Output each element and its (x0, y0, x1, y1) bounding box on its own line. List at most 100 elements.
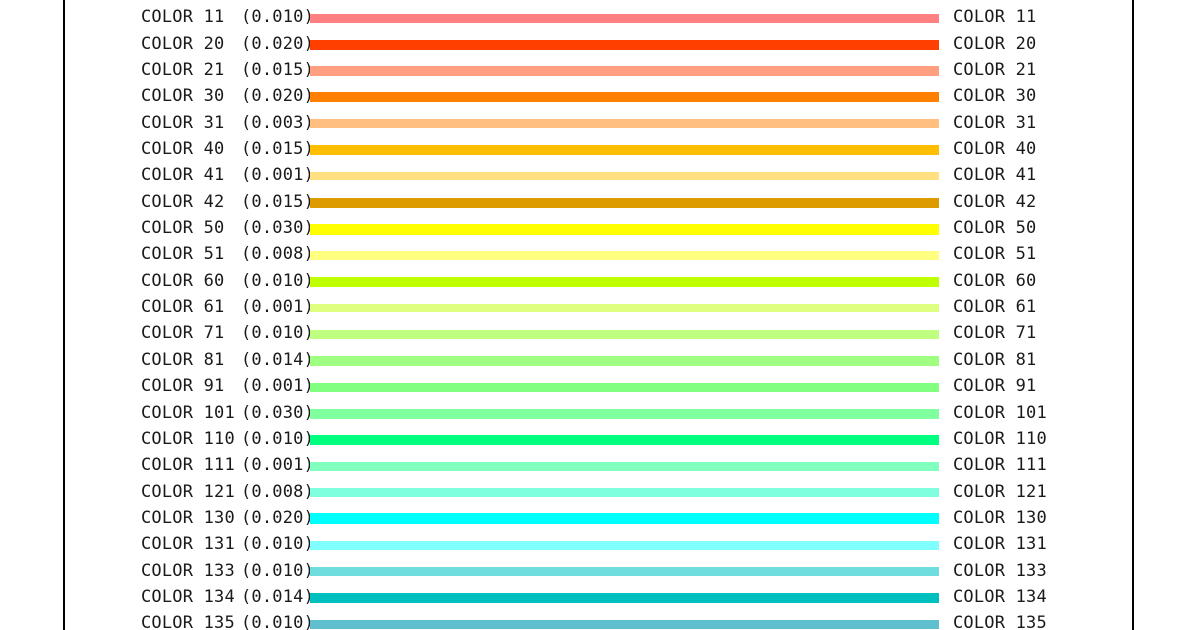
color-label-left: COLOR 134 (141, 586, 235, 607)
color-sample-line (310, 223, 939, 235)
color-sample-line (310, 592, 939, 603)
color-label-left: COLOR 133 (141, 560, 235, 581)
color-label-left: COLOR 135 (141, 613, 235, 630)
right-border-line (1132, 0, 1134, 630)
line-weight: (0.001) (241, 455, 315, 476)
color-row: COLOR 42 (0.015) COLOR 42 (0, 189, 1200, 215)
line-weight: (0.003) (241, 112, 315, 133)
color-label-left: COLOR 130 (141, 507, 235, 528)
left-border-line (63, 0, 65, 630)
line-weight: (0.008) (241, 481, 315, 502)
color-row: COLOR 50 (0.030) COLOR 50 (0, 215, 1200, 241)
color-label-left: COLOR 40 (141, 139, 225, 160)
color-sample-line (310, 567, 939, 577)
color-row: COLOR 61 (0.001) COLOR 61 (0, 294, 1200, 320)
line-weight: (0.020) (241, 33, 315, 54)
color-sample-line (310, 329, 939, 339)
color-row: COLOR 11 (0.010) COLOR 11 (0, 4, 1200, 30)
color-row: COLOR 130 (0.020) COLOR 130 (0, 505, 1200, 531)
color-label-left: COLOR 30 (141, 86, 225, 107)
color-row: COLOR 30 (0.020) COLOR 30 (0, 83, 1200, 109)
color-row: COLOR 20 (0.020) COLOR 20 (0, 31, 1200, 57)
color-label-right: COLOR 81 (953, 349, 1037, 370)
color-label-left: COLOR 60 (141, 270, 225, 291)
line-weight: (0.008) (241, 244, 315, 265)
color-label-right: COLOR 60 (953, 270, 1037, 291)
color-label-left: COLOR 101 (141, 402, 235, 423)
color-label-right: COLOR 20 (953, 33, 1037, 54)
color-label-right: COLOR 101 (953, 402, 1047, 423)
color-sample-line (310, 540, 939, 550)
color-label-left: COLOR 42 (141, 191, 225, 212)
color-label-right: COLOR 61 (953, 297, 1037, 318)
color-label-right: COLOR 50 (953, 218, 1037, 239)
line-weight: (0.010) (241, 560, 315, 581)
line-weight: (0.001) (241, 297, 315, 318)
line-weight: (0.010) (241, 613, 315, 630)
color-row: COLOR 10 (0.030) COLOR 10 (0, 0, 1200, 4)
color-sample-line (310, 39, 939, 50)
color-label-left: COLOR 110 (141, 428, 235, 449)
color-label-left: COLOR 50 (141, 218, 225, 239)
color-row: COLOR 41 (0.001) COLOR 41 (0, 162, 1200, 188)
color-sample-line (310, 434, 939, 445)
color-sample-line (310, 355, 939, 366)
line-weight: (0.030) (241, 0, 314, 2)
color-label-right: COLOR 111 (953, 455, 1047, 476)
color-label-right: COLOR 41 (953, 165, 1037, 186)
color-label-right: COLOR 131 (953, 534, 1047, 555)
color-row: COLOR 131 (0.010) COLOR 131 (0, 531, 1200, 557)
color-sample-line (310, 197, 939, 208)
color-row: COLOR 134 (0.014) COLOR 134 (0, 584, 1200, 610)
color-sample-line (310, 276, 939, 287)
color-row: COLOR 111 (0.001) COLOR 111 (0, 452, 1200, 478)
line-weight: (0.015) (241, 60, 315, 81)
line-weight: (0.014) (241, 586, 315, 607)
color-label-right: COLOR 110 (953, 428, 1047, 449)
line-weight: (0.010) (241, 323, 315, 344)
line-weight: (0.010) (241, 270, 315, 291)
color-label-left: COLOR 81 (141, 349, 225, 370)
color-sample-line (310, 619, 939, 629)
color-label-right: COLOR 130 (953, 507, 1047, 528)
line-weight: (0.010) (241, 7, 315, 28)
color-label-left: COLOR 111 (141, 455, 235, 476)
color-label-right: COLOR 133 (953, 560, 1047, 581)
color-sample-line (310, 13, 939, 23)
line-weight: (0.014) (241, 349, 315, 370)
color-label-left: COLOR 131 (141, 534, 235, 555)
color-label-left: COLOR 91 (141, 376, 225, 397)
line-weight: (0.020) (241, 507, 315, 528)
color-label-left: COLOR 61 (141, 297, 225, 318)
color-label-left: COLOR 31 (141, 112, 225, 133)
color-label-left: COLOR 51 (141, 244, 225, 265)
color-row: COLOR 21 (0.015) COLOR 21 (0, 57, 1200, 83)
line-weight: (0.015) (241, 191, 315, 212)
color-sample-line (310, 92, 939, 103)
color-label-right: COLOR 135 (953, 613, 1047, 630)
color-sample-line (310, 382, 939, 392)
line-weight: (0.030) (241, 402, 315, 423)
color-sample-line (310, 145, 939, 156)
line-weight: (0.010) (241, 534, 315, 555)
color-sample-line (310, 304, 939, 313)
color-sample-line (310, 172, 939, 181)
color-row: COLOR 81 (0.014) COLOR 81 (0, 347, 1200, 373)
line-weight: (0.030) (241, 218, 315, 239)
color-sample-line (310, 408, 939, 419)
color-row: COLOR 135 (0.010) COLOR 135 (0, 610, 1200, 630)
color-label-right: COLOR 51 (953, 244, 1037, 265)
color-label-right: COLOR 21 (953, 60, 1037, 81)
color-sample-line (310, 461, 939, 471)
color-label-left: COLOR 10 (141, 0, 224, 2)
color-label-right: COLOR 134 (953, 586, 1047, 607)
color-label-left: COLOR 11 (141, 7, 225, 28)
color-row: COLOR 110 (0.010) COLOR 110 (0, 426, 1200, 452)
color-sample-line (310, 119, 939, 129)
color-label-left: COLOR 20 (141, 33, 225, 54)
color-row: COLOR 71 (0.010) COLOR 71 (0, 320, 1200, 346)
color-label-left: COLOR 121 (141, 481, 235, 502)
color-label-right: COLOR 42 (953, 191, 1037, 212)
